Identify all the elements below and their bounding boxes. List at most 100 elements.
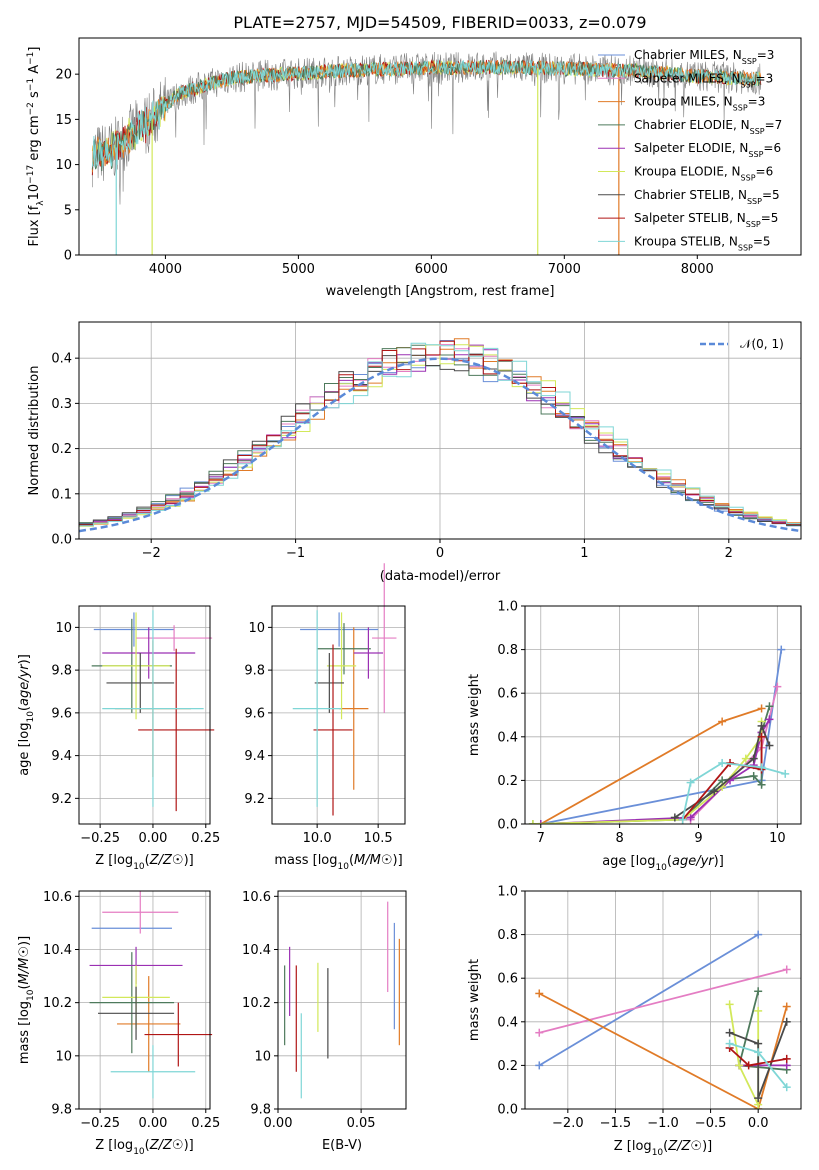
residuals-x-axis-label: (data-model)/error xyxy=(380,569,501,584)
x-tick-label: 10.5 xyxy=(364,831,393,846)
legend-label-sub: SSP xyxy=(741,173,756,182)
label-text: Z [log xyxy=(614,1139,652,1154)
legend-label-kroupa-miles: Kroupa MILES, NSSP=3 xyxy=(634,95,765,113)
x-tick-label: 0.00 xyxy=(138,831,167,846)
y-tick-label: 20 xyxy=(55,68,72,83)
y-tick-label: 9.6 xyxy=(244,706,265,721)
normal-legend: 𝒩(0, 1) xyxy=(700,337,784,351)
legend-label-text: Kroupa STELIB, N xyxy=(634,234,738,248)
legend-label-count: =3 xyxy=(756,71,774,85)
axes-frame xyxy=(78,605,211,825)
y-tick-label: 0.8 xyxy=(497,643,518,658)
x-tick-label: −0.25 xyxy=(80,1116,120,1131)
x-tick-label: 10 xyxy=(769,831,786,846)
x-tick-label: 6000 xyxy=(415,262,448,277)
label-sub: 10 xyxy=(652,1148,664,1158)
x-tick-label: 0.0 xyxy=(748,1116,769,1131)
label-tail: )] xyxy=(184,1138,194,1153)
age-weight-lines xyxy=(528,645,790,824)
legend-label-sub: SSP xyxy=(750,126,765,135)
label-text: Z [log xyxy=(95,853,133,868)
x-tick-label: 1 xyxy=(580,546,588,561)
spectrum-model-line-kroupa-stelib xyxy=(91,59,762,168)
normal-legend-label: 𝒩(0, 1) xyxy=(740,337,784,351)
legend-label-kroupa-stelib: Kroupa STELIB, NSSP=5 xyxy=(634,234,771,252)
legend-label-salpeter-miles: Salpeter MILES, NSSP=3 xyxy=(634,71,773,89)
x-tick-label: 4000 xyxy=(149,262,182,277)
legend-label-text: Salpeter ELODIE, N xyxy=(634,141,748,155)
normal-curve xyxy=(79,357,801,533)
y-tick-label: 10 xyxy=(55,158,72,173)
weight-line-chabrier-stelib xyxy=(729,1021,788,1099)
label-paren: ( xyxy=(667,854,672,869)
y-axis-label-part: λ xyxy=(36,200,46,206)
y-tick-label: 9.2 xyxy=(244,792,265,807)
spectrum-panel: 4000 5000 6000 7000 8000 0 5 10 15 20 wavelength [… xyxy=(26,37,802,299)
legend-label-count: =5 xyxy=(762,188,780,202)
y-tick-label: 10 xyxy=(248,621,265,636)
y-tick-label: 0.6 xyxy=(497,687,518,702)
y-tick-label: 0.8 xyxy=(497,928,518,943)
legend-label-count: =3 xyxy=(748,95,766,109)
spectrum-lines xyxy=(91,51,762,255)
x-tick-label: 9 xyxy=(694,831,702,846)
legend-label-sub: SSP xyxy=(747,196,762,205)
y-axis-label-part: s xyxy=(27,91,42,102)
label-text: Z [log xyxy=(95,1138,133,1153)
legend-label-salpeter-stelib: Salpeter STELIB, NSSP=5 xyxy=(634,211,778,229)
residuals-panel: −2 −1 0 1 2 0.0 0.1 0.2 0.3 0.4 (data-model)/error… xyxy=(27,321,802,584)
legend-label-count: =3 xyxy=(757,48,775,62)
x-tick-label: 8 xyxy=(615,831,623,846)
y-axis-label-part: A xyxy=(27,65,42,78)
y-tick-label: 0.1 xyxy=(51,487,72,502)
y-tick-label: 10.2 xyxy=(43,996,72,1011)
x-tick-label: 7 xyxy=(537,831,545,846)
label-italic: age/yr xyxy=(17,663,32,706)
axes-frame xyxy=(271,605,406,825)
legend-label-chabrier-miles: Chabrier MILES, NSSP=3 xyxy=(634,48,774,66)
x-tick-label: 0.25 xyxy=(191,831,220,846)
z-weight-x-axis-label: Z [log10(Z/Z☉)] xyxy=(614,1139,712,1158)
y-tick-label: 10.6 xyxy=(43,890,72,905)
legend-label-kroupa-elodie: Kroupa ELODIE, NSSP=6 xyxy=(634,165,773,183)
x-tick-label: −0.25 xyxy=(80,831,120,846)
y-tick-label: 9.8 xyxy=(51,1103,72,1118)
y-tick-label: 9.8 xyxy=(244,664,265,679)
z-weight-y-axis-label: mass weight xyxy=(467,959,482,1041)
z-age-x-axis-label: Z [log10(Z/Z☉)] xyxy=(95,853,193,872)
label-text: age [log xyxy=(602,854,655,869)
y-tick-label: 9.4 xyxy=(51,749,72,764)
y-axis-label-part: −1 xyxy=(26,78,36,91)
label-tail: )] xyxy=(714,854,724,869)
y-tick-label: 1.0 xyxy=(497,885,518,900)
histogram-kroupa-stelib xyxy=(79,342,801,529)
label-italic: Z/Z☉ xyxy=(667,1139,702,1154)
residuals-y-axis-label: Normed distribution xyxy=(27,366,42,496)
legend-label-text: Kroupa ELODIE, N xyxy=(634,165,741,179)
label-paren: ( xyxy=(663,1139,668,1154)
y-tick-label: 9.6 xyxy=(51,706,72,721)
residuals-histograms xyxy=(79,338,801,533)
legend-label-count: =6 xyxy=(763,141,781,155)
x-tick-label: 2 xyxy=(725,546,733,561)
z-mass-y-axis-label: mass [log10(M/M☉)] xyxy=(17,936,36,1064)
z-weight-lines xyxy=(535,930,791,1109)
mass-age-x-axis-label: mass [log10(M/M☉)] xyxy=(274,853,402,872)
y-tick-label: 0.3 xyxy=(51,397,72,412)
y-axis-label-part: −17 xyxy=(26,165,36,184)
x-tick-label: 0 xyxy=(436,546,444,561)
axes-frame xyxy=(524,605,802,825)
axes-frame xyxy=(78,37,802,256)
label-paren: ( xyxy=(17,984,32,989)
legend-label-sub: SSP xyxy=(741,80,756,89)
y-tick-label: 1.0 xyxy=(497,600,518,615)
legend-label-text: Salpeter STELIB, N xyxy=(634,211,746,225)
legend-label-sub: SSP xyxy=(742,57,757,66)
age-weight-y-axis-label: mass weight xyxy=(467,674,482,756)
y-tick-label: 9.8 xyxy=(51,664,72,679)
legend-label-count: =6 xyxy=(756,165,774,179)
legend-label-sub: SSP xyxy=(733,103,748,112)
x-tick-label: 0.00 xyxy=(264,1116,293,1131)
legend-label-count: =5 xyxy=(761,211,779,225)
